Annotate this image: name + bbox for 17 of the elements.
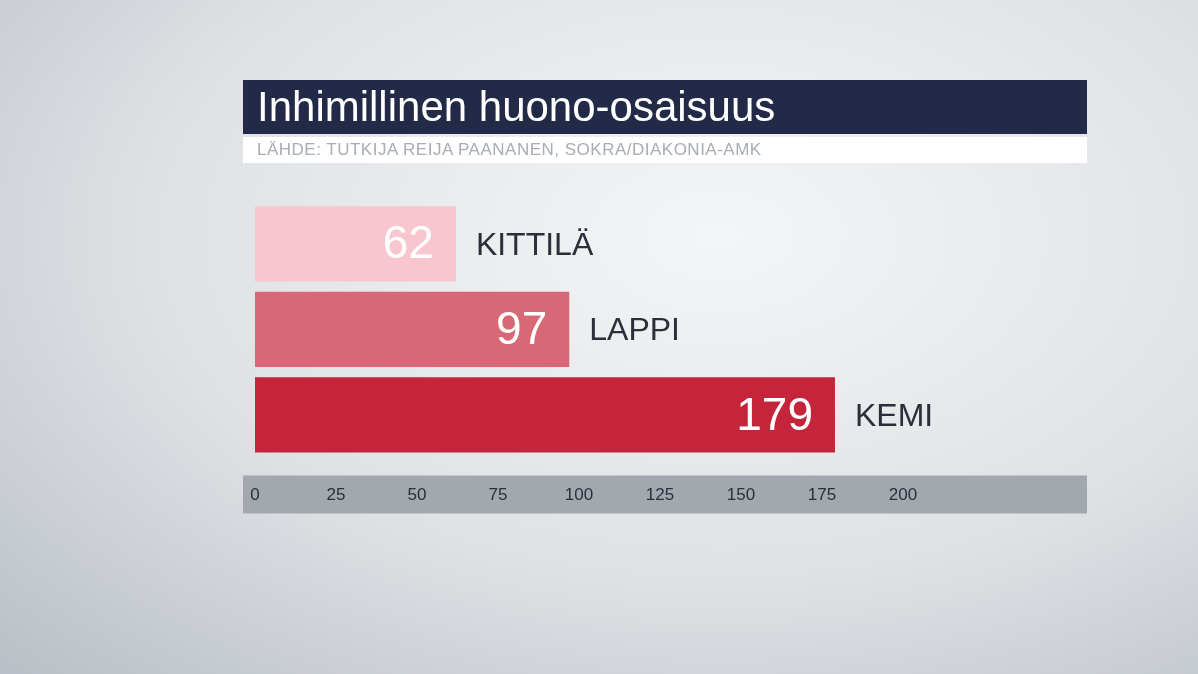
x-tick-label: 125	[645, 485, 675, 505]
x-tick-label: 150	[726, 485, 756, 505]
y-tick-label: KITTILÄ	[475, 225, 594, 262]
x-tick-label: 0	[250, 485, 260, 505]
y-tick-label: LAPPI	[589, 311, 680, 348]
x-tick-label: 100	[564, 485, 594, 505]
x-tick-label: 50	[407, 485, 427, 505]
chart-title: Inhimillinen huono-osaisuus	[243, 80, 1087, 134]
x-tick-label: 175	[807, 485, 837, 505]
data-label: 62	[382, 216, 434, 269]
x-tick-label: 75	[488, 485, 508, 505]
y-tick-label: KEMI	[854, 396, 934, 433]
data-label: 97	[496, 301, 548, 354]
x-tick-label: 200	[888, 485, 918, 505]
x-tick-label: 25	[326, 485, 346, 505]
text: LÄHDE: TUTKIJA REIJA PAANANEN, SOKRA/DIAKONIA-AMK	[243, 137, 1087, 163]
data-label: 179	[736, 387, 813, 440]
